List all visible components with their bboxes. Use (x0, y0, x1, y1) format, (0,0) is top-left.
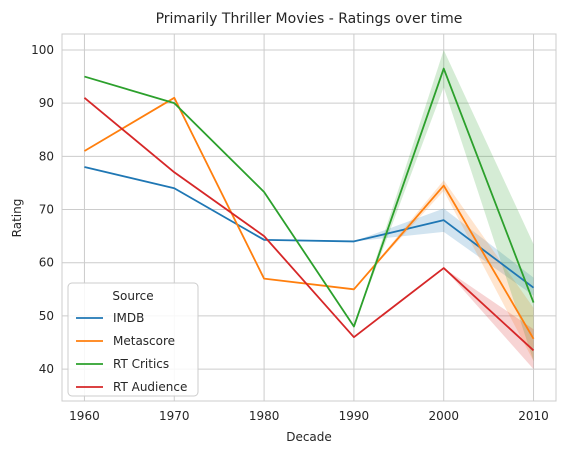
grid (62, 34, 556, 401)
series-line-metascore (83, 96, 535, 340)
y-axis-ticks: 40 50 60 70 80 90 100 (31, 43, 54, 376)
plot-frame (61, 33, 557, 402)
x-tick-label-1980: 1980 (249, 409, 280, 423)
series-line-imdb (84, 166, 535, 289)
y-tick-label-50: 50 (39, 309, 54, 323)
legend: Source IMDB Metascore RT Critics RT Audience (67, 282, 199, 397)
x-tick-label-1960: 1960 (69, 409, 100, 423)
y-tick-label-40: 40 (39, 362, 54, 376)
x-tick-label-1970: 1970 (159, 409, 190, 423)
legend-label-imdb: IMDB (113, 311, 144, 325)
y-axis-label: Rating (10, 199, 24, 238)
legend-box (67, 282, 199, 397)
legend-label-rt-critics: RT Critics (113, 357, 169, 371)
series-line-rt-audience (83, 97, 535, 352)
y-tick-label-60: 60 (39, 256, 54, 270)
ci-band-rt-critics-3 (353, 49, 444, 327)
series-lines (83, 67, 535, 352)
chart-title: Primarily Thriller Movies - Ratings over… (156, 11, 463, 27)
x-axis-label: Decade (286, 430, 332, 444)
legend-label-metascore: Metascore (113, 334, 175, 348)
y-tick-label-100: 100 (31, 43, 54, 57)
y-tick-label-70: 70 (39, 203, 54, 217)
legend-label-rt-audience: RT Audience (113, 380, 187, 394)
series-line-rt-critics (84, 67, 535, 328)
x-tick-label-2000: 2000 (428, 409, 459, 423)
ci-band-imdb-3 (353, 208, 444, 242)
x-tick-label-1990: 1990 (339, 409, 370, 423)
x-axis-ticks: 1960 1970 1980 1990 2000 2010 (69, 409, 549, 423)
legend-title: Source (112, 289, 153, 303)
x-tick-label-2010: 2010 (518, 409, 549, 423)
y-tick-label-80: 80 (39, 149, 54, 163)
ci-band-imdb-4 (443, 208, 534, 296)
y-tick-label-90: 90 (39, 96, 54, 110)
ci-band-rt-audience-4 (443, 268, 534, 370)
